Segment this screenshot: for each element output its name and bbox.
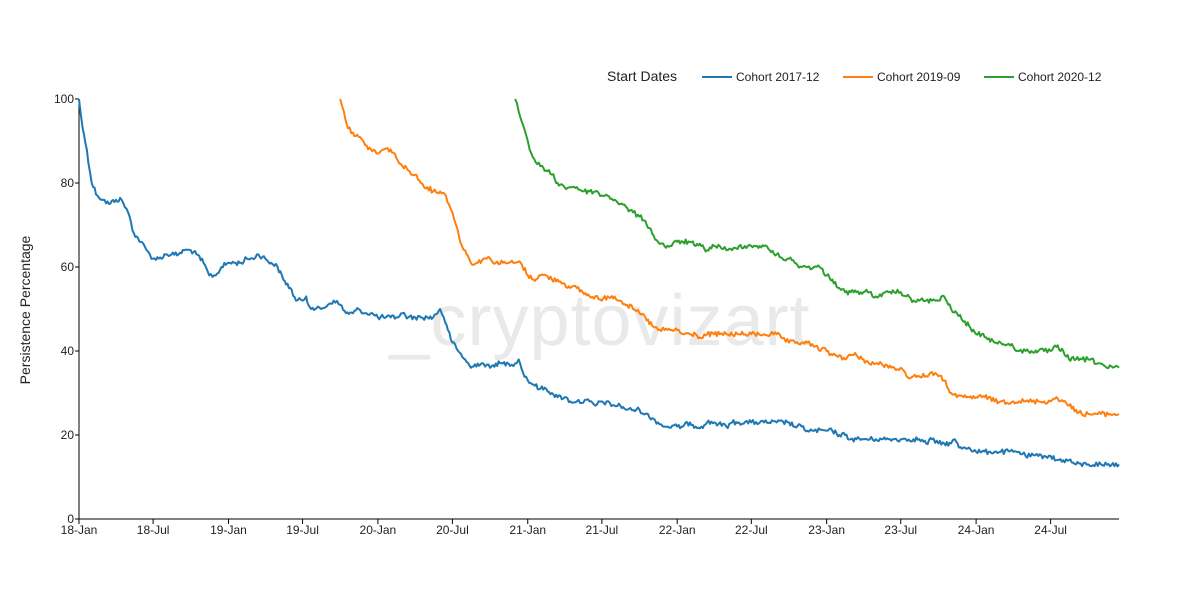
x-tick-label: 18-Jul — [137, 523, 170, 537]
y-tick-label: 60 — [61, 260, 75, 274]
x-tick-label: 19-Jan — [210, 523, 247, 537]
y-tick-label: 0 — [67, 512, 74, 526]
legend-title: Start Dates — [607, 68, 677, 84]
legend-label: Cohort 2020-12 — [1018, 70, 1102, 84]
x-tick-label: 24-Jul — [1034, 523, 1067, 537]
y-axis-title: Persistence Percentage — [17, 235, 33, 384]
x-tick-label: 21-Jan — [509, 523, 546, 537]
series-lines — [78, 98, 1120, 468]
x-tick-label: 21-Jul — [586, 523, 619, 537]
legend-label: Cohort 2019-09 — [877, 70, 961, 84]
series-line-2 — [339, 98, 1120, 418]
x-tick-label: 23-Jan — [808, 523, 845, 537]
axes: 0 20 40 60 80 100 18-Jan 18-Jul 19-Jan 19-Jul 20-J… — [54, 92, 1119, 537]
x-tick-label: 23-Jul — [884, 523, 917, 537]
x-tick-label: 20-Jul — [436, 523, 469, 537]
series-line-1 — [78, 98, 1120, 468]
x-tick-label: 19-Jul — [286, 523, 319, 537]
x-tick-label: 18-Jan — [61, 523, 98, 537]
legend: Start Dates Cohort 2017-12 Cohort 2019-09… — [607, 68, 1102, 84]
legend-label: Cohort 2017-12 — [736, 70, 820, 84]
x-tick-label: 20-Jan — [360, 523, 397, 537]
y-tick-label: 40 — [61, 344, 75, 358]
y-tick-label: 80 — [61, 176, 75, 190]
x-tick-label: 22-Jul — [735, 523, 768, 537]
y-tick-label: 20 — [61, 428, 75, 442]
series-line-3 — [514, 98, 1120, 370]
watermark: _cryptovizart — [387, 281, 810, 361]
x-tick-label: 22-Jan — [659, 523, 696, 537]
x-tick-label: 24-Jan — [958, 523, 995, 537]
y-tick-label: 100 — [54, 92, 74, 106]
